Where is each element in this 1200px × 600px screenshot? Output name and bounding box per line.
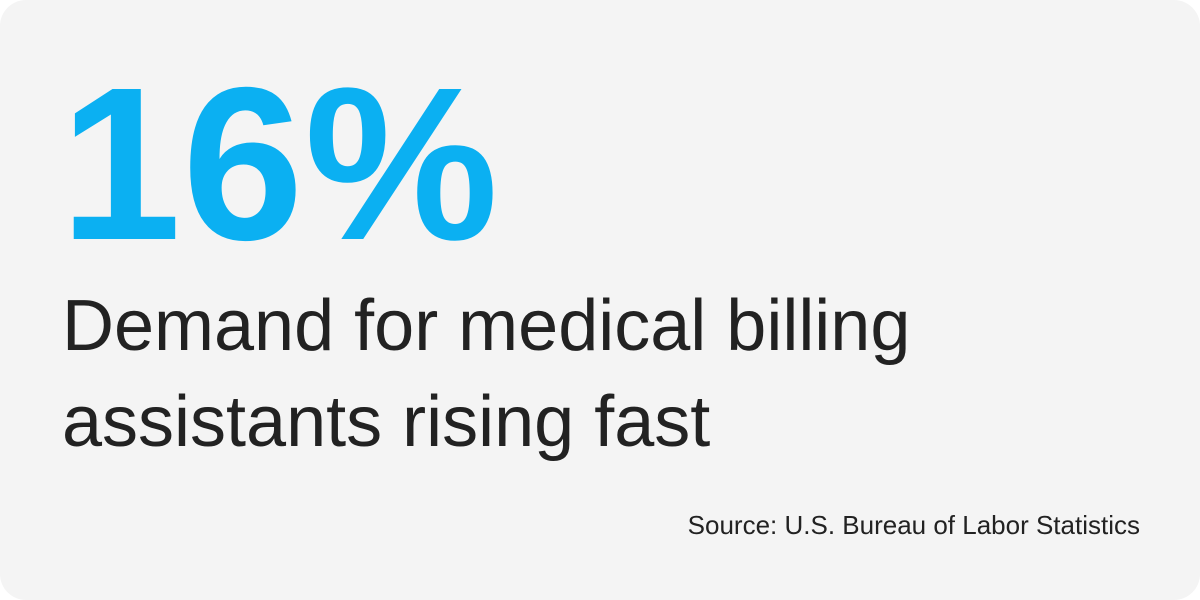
stat-source: Source: U.S. Bureau of Labor Statistics bbox=[687, 510, 1140, 540]
stat-value: 16% bbox=[60, 43, 500, 286]
stat-description: Demand for medical billing assistants ri… bbox=[62, 286, 911, 462]
